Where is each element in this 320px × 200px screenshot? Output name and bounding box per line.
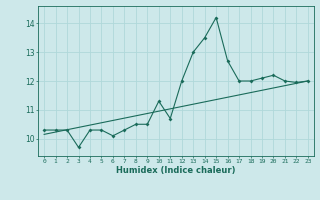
X-axis label: Humidex (Indice chaleur): Humidex (Indice chaleur)	[116, 166, 236, 175]
